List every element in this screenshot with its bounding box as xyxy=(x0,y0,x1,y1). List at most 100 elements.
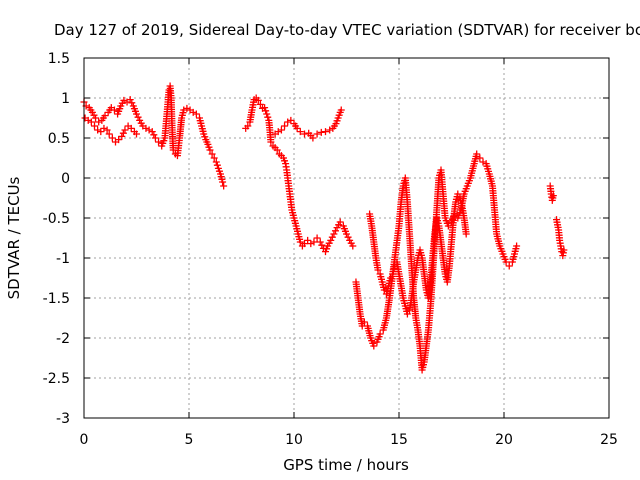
y-tick-label: 1 xyxy=(61,91,70,107)
data-point xyxy=(273,146,281,154)
y-tick-label: -0.5 xyxy=(43,211,70,227)
y-tick-label: -2 xyxy=(56,331,70,347)
data-point xyxy=(92,114,100,122)
data-point xyxy=(267,138,275,146)
data-point xyxy=(220,182,228,190)
data-point xyxy=(142,124,150,132)
data-point xyxy=(128,99,136,107)
data-point xyxy=(370,342,378,350)
data-point xyxy=(206,146,214,154)
grid xyxy=(84,58,609,418)
data-point xyxy=(262,107,270,115)
data-point xyxy=(127,124,135,132)
data-point xyxy=(115,136,123,144)
data-point xyxy=(304,236,312,244)
data-point xyxy=(316,238,324,246)
data-point xyxy=(374,266,382,274)
data-point xyxy=(444,222,452,230)
data-point xyxy=(473,150,481,158)
data-point xyxy=(133,110,140,118)
data-point xyxy=(87,118,95,126)
data-point xyxy=(264,113,272,121)
data-point xyxy=(134,113,142,121)
data-point xyxy=(105,130,113,138)
data-point xyxy=(284,118,292,126)
data-point xyxy=(212,158,220,166)
data-point xyxy=(145,126,153,134)
data-point xyxy=(192,110,200,118)
data-point xyxy=(281,122,289,130)
data-point xyxy=(91,122,98,130)
data-point xyxy=(277,126,285,134)
y-tick-label: 1.5 xyxy=(48,51,70,67)
data-point xyxy=(336,218,344,226)
data-point xyxy=(126,96,134,104)
data-point xyxy=(100,124,108,132)
data-point xyxy=(326,126,334,134)
x-tick-label: 25 xyxy=(600,432,618,448)
data-point xyxy=(213,161,221,169)
data-series xyxy=(80,82,568,374)
data-point xyxy=(103,126,111,134)
x-axis-label: GPS time / hours xyxy=(283,456,409,474)
data-point xyxy=(454,190,462,198)
data-point xyxy=(254,96,262,104)
data-point xyxy=(133,130,140,138)
data-point xyxy=(189,108,197,116)
data-point xyxy=(479,158,487,166)
chart-title: Day 127 of 2019, Sidereal Day-to-day VTE… xyxy=(54,21,640,39)
y-tick-label: -2.5 xyxy=(43,371,70,387)
data-point xyxy=(210,154,218,162)
data-point xyxy=(256,100,264,108)
data-point xyxy=(94,126,102,134)
data-point xyxy=(183,104,191,112)
data-point xyxy=(328,233,336,241)
data-point xyxy=(165,86,173,94)
data-point xyxy=(360,318,368,326)
data-point xyxy=(261,104,269,112)
data-point xyxy=(330,230,338,238)
y-tick-label: -3 xyxy=(56,411,70,427)
data-point xyxy=(560,246,568,254)
data-point xyxy=(110,106,118,114)
data-point xyxy=(313,130,321,138)
plot-frame xyxy=(83,57,610,419)
data-point xyxy=(101,112,109,120)
data-point xyxy=(301,240,308,248)
data-point xyxy=(327,236,335,244)
data-point xyxy=(313,234,321,242)
data-point xyxy=(120,96,128,104)
data-point xyxy=(310,238,318,246)
data-point xyxy=(151,134,159,142)
data-point xyxy=(309,134,317,142)
x-tick-label: 10 xyxy=(285,432,303,448)
x-tick-label: 20 xyxy=(495,432,513,448)
y-tick-label: 0.5 xyxy=(48,131,70,147)
data-point xyxy=(180,106,188,114)
data-point xyxy=(274,128,282,136)
data-point xyxy=(476,154,484,162)
data-point xyxy=(513,242,521,250)
data-point xyxy=(344,233,352,241)
data-point xyxy=(318,241,326,249)
data-point xyxy=(403,310,411,318)
data-point xyxy=(296,128,304,136)
data-point xyxy=(263,110,271,118)
data-point xyxy=(219,178,227,186)
data-point xyxy=(84,116,92,124)
data-point xyxy=(244,122,252,130)
data-point xyxy=(349,242,357,250)
data-point xyxy=(97,128,105,136)
y-tick-label: -1 xyxy=(56,251,70,267)
data-point xyxy=(462,230,470,238)
data-point xyxy=(502,258,510,266)
data-point xyxy=(549,192,557,200)
data-point xyxy=(118,132,126,140)
data-point xyxy=(95,118,103,126)
data-point xyxy=(331,227,339,235)
data-point xyxy=(322,128,329,136)
y-axis-label: SDTVAR / TECUs xyxy=(5,176,23,299)
data-point xyxy=(119,129,127,137)
data-point xyxy=(317,128,325,136)
